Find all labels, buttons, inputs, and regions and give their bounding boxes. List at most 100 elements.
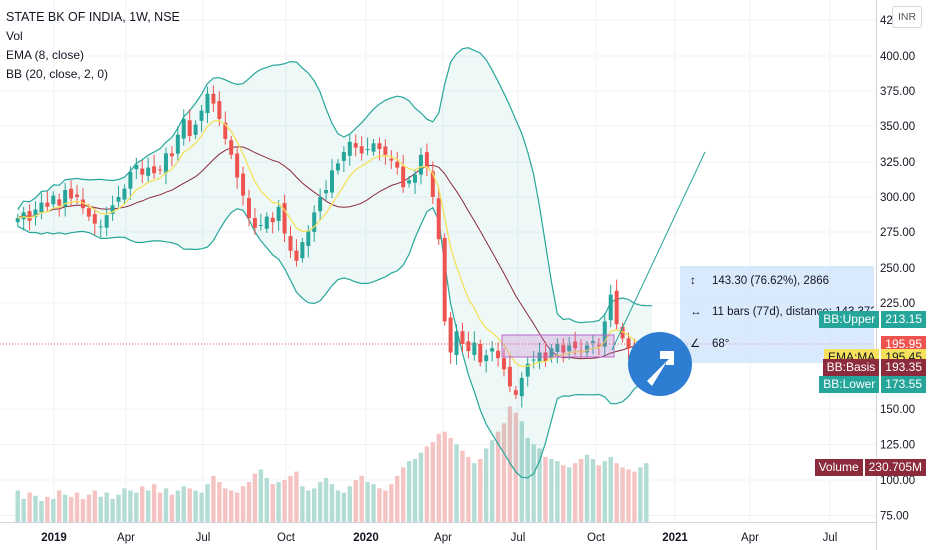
volume-bar: [531, 444, 536, 522]
candle-body: [223, 122, 228, 139]
volume-bar: [341, 492, 347, 522]
candle-body: [614, 290, 619, 325]
ema-line: [17, 120, 653, 368]
candle-body: [152, 166, 157, 174]
time-axis[interactable]: 2019 Apr Jul Oct 2020 Apr Jul Oct 2021 Apr Jul: [0, 522, 876, 550]
candle-body: [51, 195, 56, 205]
candlesticks: [15, 85, 655, 408]
volume-bar: [608, 456, 613, 522]
candle-body: [122, 188, 127, 200]
candle-body: [306, 230, 311, 246]
volume-bar: [51, 498, 56, 522]
candle-body: [199, 110, 204, 121]
volume-bar: [335, 490, 341, 522]
price-tag-value: 173.55: [881, 376, 926, 394]
volume-bar: [270, 484, 275, 522]
legend-volume[interactable]: Vol: [6, 29, 23, 43]
volume-bar: [33, 495, 38, 522]
arrow-up-right-icon[interactable]: [628, 332, 692, 396]
candle-body: [608, 294, 613, 321]
legend-ema[interactable]: EMA (8, close): [6, 48, 85, 62]
volume-bar: [323, 477, 329, 522]
volume-bar: [258, 469, 264, 522]
volume-bar: [537, 448, 542, 522]
price-tag-label: Volume: [814, 458, 863, 476]
price-range-icon: ↕: [690, 275, 696, 287]
candle-body: [246, 198, 251, 218]
volume-bars: [15, 406, 649, 522]
price-tag-value: 195.95: [881, 335, 926, 353]
price-tick-label: 275.00: [880, 227, 915, 239]
candle-body: [217, 101, 222, 119]
candle-body: [525, 363, 530, 377]
currency-button[interactable]: INR: [892, 6, 922, 28]
candle-body: [626, 338, 631, 349]
candle-body: [496, 350, 501, 359]
candle-body: [448, 317, 453, 353]
volume-bar: [555, 461, 560, 522]
price-tick-label: 225.00: [880, 298, 915, 310]
price-tag: BB:Basis 193.35: [822, 359, 926, 377]
candle-body: [187, 120, 192, 137]
time-tick-label: Oct: [587, 532, 606, 544]
volume-bar: [578, 459, 584, 522]
volume-bar: [436, 433, 441, 522]
candle-body: [80, 199, 85, 209]
time-tick-label: Jul: [823, 532, 838, 544]
candle-body: [442, 237, 447, 322]
candle-body: [193, 124, 198, 135]
volume-bar: [217, 482, 222, 522]
volume-bar: [543, 456, 548, 522]
volume-bar: [478, 459, 483, 522]
volume-bar: [602, 461, 607, 522]
volume-bar: [62, 494, 68, 522]
time-tick-label: 2019: [41, 532, 67, 544]
volume-bar: [187, 488, 192, 522]
drawing-overlays[interactable]: [0, 151, 876, 358]
candle-body: [590, 341, 595, 343]
candle-body: [531, 359, 536, 361]
candle-body: [235, 153, 240, 178]
price-axis[interactable]: 425.00400.00375.00350.00325.00300.00275.…: [876, 0, 932, 550]
legend-bb[interactable]: BB (20, close, 2, 0): [6, 67, 109, 81]
candle-body: [472, 342, 477, 355]
candle-body: [264, 216, 269, 229]
candle-body: [140, 168, 145, 175]
volume-bar: [223, 488, 228, 522]
candle-body: [104, 215, 109, 228]
volume-bar: [383, 490, 388, 522]
volume-bar: [489, 440, 495, 522]
candle-body: [252, 218, 257, 228]
measure-price-text: 143.30 (76.62%), 2866: [712, 275, 830, 287]
candle-body: [63, 190, 68, 207]
time-tick-label: Jul: [196, 532, 211, 544]
volume-bar: [472, 463, 477, 522]
chart-legend: STATE BK OF INDIA, 1W, NSE Vol EMA (8, c…: [6, 8, 180, 84]
symbol-title[interactable]: STATE BK OF INDIA, 1W, NSE: [6, 10, 180, 24]
candle-body: [466, 341, 471, 352]
volume-bar: [240, 486, 246, 522]
volume-bar: [460, 450, 465, 522]
volume-bar: [15, 490, 20, 522]
volume-bar: [246, 482, 252, 522]
price-tag: BB:Upper 213.15: [819, 311, 926, 329]
price-tick-label: 75.00: [880, 511, 909, 523]
bb-fill: [17, 47, 653, 478]
candle-body: [436, 198, 441, 240]
candle-body: [490, 348, 495, 352]
volume-bar: [507, 406, 513, 522]
candle-body: [561, 345, 566, 353]
candle-body: [620, 326, 625, 339]
candle-body: [205, 93, 210, 114]
candle-body: [549, 348, 554, 359]
time-tick-label: Apr: [117, 532, 135, 544]
trend-line: [611, 151, 706, 351]
candle-body: [288, 236, 293, 251]
candle-body: [163, 153, 168, 173]
candle-body: [276, 206, 281, 221]
bar-range-icon: ↔: [690, 306, 702, 318]
volume-bar: [264, 477, 269, 522]
candle-body: [181, 119, 186, 139]
candle-body: [258, 225, 263, 226]
